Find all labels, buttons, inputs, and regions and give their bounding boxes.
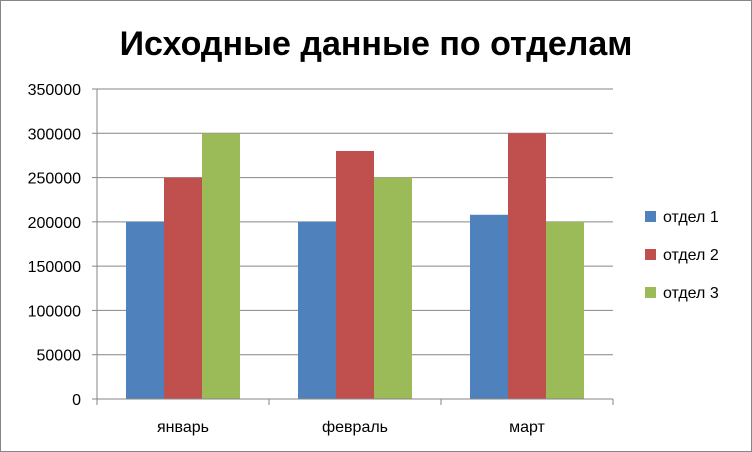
y-tick-label: 150000 [28,259,81,276]
bar-2-3 [508,133,546,400]
legend-label: отдел 3 [663,285,719,302]
y-tick-label: 100000 [28,303,81,320]
legend-swatch [645,249,656,260]
y-tick-label: 50000 [37,348,82,365]
bar-3-3 [546,221,584,399]
bar-2-2 [336,151,374,399]
y-tick-label: 300000 [28,126,81,143]
legend-swatch [645,287,656,298]
bar-2-1 [164,177,202,399]
legend-label: отдел 1 [663,209,719,226]
legend-label: отдел 2 [663,247,719,264]
x-tick-label: январь [157,419,209,436]
legend-swatch [645,211,656,222]
chart-title: Исходные данные по отделам [120,25,633,63]
axes [92,88,614,405]
bar-1-1 [126,221,164,399]
y-tick-label: 200000 [28,215,81,232]
y-tick-labels: 0 50000 100000 150000 200000 250000 300000 3500… [28,82,81,409]
x-tick-labels: январь февраль март [157,419,546,436]
y-tick-label: 250000 [28,171,81,188]
x-tick-label: март [509,419,545,436]
bar-1-3 [470,214,508,399]
y-tick-label: 350000 [28,82,81,99]
bar-3-2 [374,177,412,399]
bars [126,133,584,400]
x-tick-label: февраль [322,419,388,436]
legend: отдел 1 отдел 2 отдел 3 [645,209,719,302]
bar-1-2 [298,221,336,399]
y-tick-label: 0 [72,392,81,409]
bar-3-1 [202,133,240,400]
